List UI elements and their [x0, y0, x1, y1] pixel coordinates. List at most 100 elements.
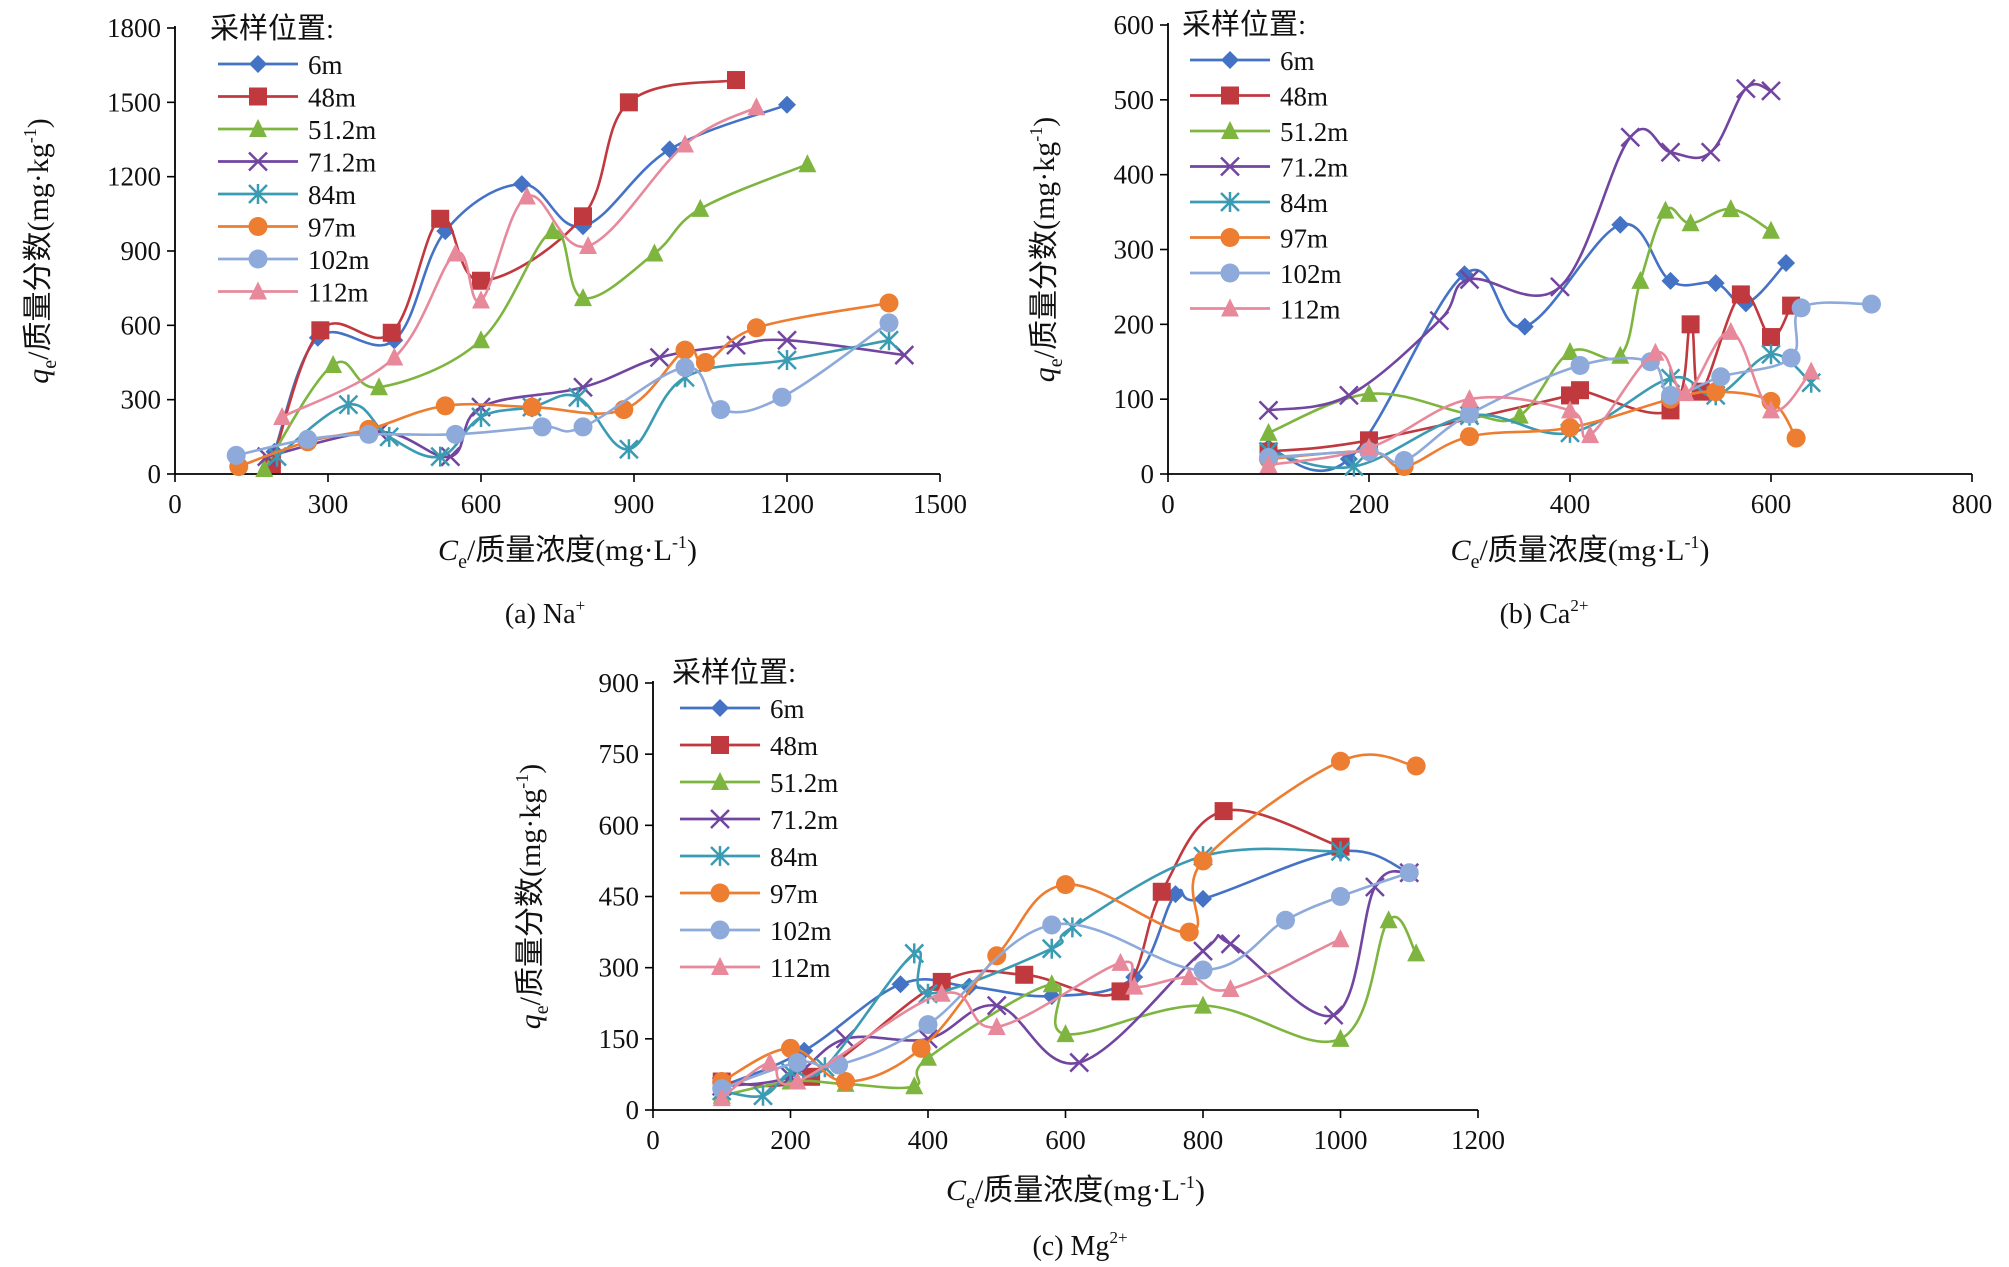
legend-marker [710, 846, 730, 866]
y-tick-label: 150 [599, 1024, 640, 1054]
y-axis-label: qe/质量分数(mg·kg-1) [20, 118, 61, 384]
legend-label: 102m [308, 245, 370, 275]
legend-marker [249, 281, 267, 300]
x-tick-label: 800 [1952, 489, 1993, 519]
legend-marker [1220, 228, 1240, 247]
legend-marker [249, 55, 267, 73]
y-tick-label: 600 [599, 810, 640, 840]
data-point [1111, 952, 1130, 971]
y-tick-label: 600 [121, 310, 162, 340]
data-point [619, 439, 639, 460]
y-tick-label: 400 [1114, 160, 1155, 190]
data-point [932, 972, 951, 991]
data-point [879, 330, 899, 351]
panel-caption: (b) Ca2+ [1500, 596, 1589, 630]
data-point [1681, 315, 1700, 334]
data-point [1570, 355, 1590, 375]
data-point [1259, 455, 1278, 474]
data-point [1344, 456, 1364, 477]
data-point [727, 71, 745, 90]
data-point [695, 353, 715, 372]
y-axis-label: qe/质量分数(mg·kg-1) [512, 764, 553, 1030]
legend-label: 6m [308, 50, 343, 80]
legend-label: 71.2m [308, 148, 376, 178]
x-tick-label: 1000 [1314, 1125, 1368, 1155]
panel-caption: (c) Mg2+ [1032, 1228, 1127, 1262]
legend-marker [711, 772, 729, 790]
series-71_2m [1258, 78, 1781, 421]
legend-label: 71.2m [770, 805, 838, 835]
legend-marker [248, 217, 268, 236]
x-axis-label: Ce/质量浓度(mg·L-1) [946, 1172, 1205, 1213]
legend-label: 112m [308, 278, 369, 308]
data-point [1550, 277, 1570, 297]
data-point [471, 407, 491, 428]
data-point [772, 387, 792, 407]
legend-label: 84m [308, 180, 356, 210]
data-point [1194, 995, 1212, 1014]
legend-marker [1220, 192, 1240, 212]
chart-na: 0 300 600 900 1200 1500 1800 0 300 600 900 1200 1500… [20, 12, 967, 630]
legend-marker [711, 957, 729, 975]
y-tick-label: 500 [1114, 85, 1155, 115]
data-point [1193, 941, 1213, 961]
data-point [1721, 321, 1740, 340]
data-point [1330, 841, 1351, 862]
data-point [777, 330, 797, 351]
series-line [1268, 301, 1872, 464]
data-point [1510, 405, 1529, 424]
data-point [1515, 317, 1534, 336]
data-point [1721, 199, 1740, 218]
legend-label: 84m [770, 842, 818, 872]
data-point [1179, 922, 1199, 942]
data-point [1331, 929, 1350, 948]
legend-label: 51.2m [1280, 117, 1348, 147]
data-point [787, 1053, 807, 1073]
data-point [879, 293, 899, 313]
series-line [238, 301, 890, 468]
legend-marker [710, 883, 730, 903]
data-point [382, 323, 401, 342]
data-point [472, 330, 490, 349]
data-point [1631, 270, 1650, 289]
y-tick-label: 750 [599, 739, 640, 769]
data-point [1460, 404, 1479, 424]
data-point [446, 243, 465, 262]
data-point [431, 209, 450, 228]
data-point [1125, 976, 1144, 995]
data-point [753, 1085, 773, 1106]
data-point [1791, 298, 1811, 318]
data-point [1762, 328, 1780, 347]
data-point [430, 446, 451, 467]
y-tick-label: 1200 [107, 162, 161, 192]
data-point [778, 95, 796, 114]
legend-label: 84m [1280, 188, 1328, 218]
legend-label: 48m [1280, 82, 1328, 112]
series-112m [712, 929, 1350, 1107]
data-point [440, 446, 461, 467]
data-point [1561, 342, 1579, 361]
x-tick-label: 900 [614, 489, 655, 519]
y-tick-label: 300 [121, 385, 162, 415]
data-point [1056, 875, 1075, 895]
data-point [1220, 934, 1241, 954]
data-point [691, 198, 710, 217]
series-line [1268, 330, 1813, 467]
data-point [1681, 213, 1700, 232]
data-point [649, 347, 670, 368]
data-point [472, 290, 490, 309]
series-line [281, 106, 757, 419]
x-tick-label: 800 [1183, 1125, 1224, 1155]
data-point [1323, 1005, 1344, 1025]
data-point [918, 1015, 938, 1035]
data-point [1762, 220, 1780, 239]
x-tick-label: 0 [646, 1125, 660, 1155]
data-point [370, 377, 388, 396]
data-point [1706, 382, 1726, 402]
y-tick-label: 0 [1141, 459, 1155, 489]
data-point [619, 93, 638, 112]
data-point [712, 1088, 731, 1107]
data-point [645, 243, 664, 262]
data-point [1042, 974, 1061, 993]
